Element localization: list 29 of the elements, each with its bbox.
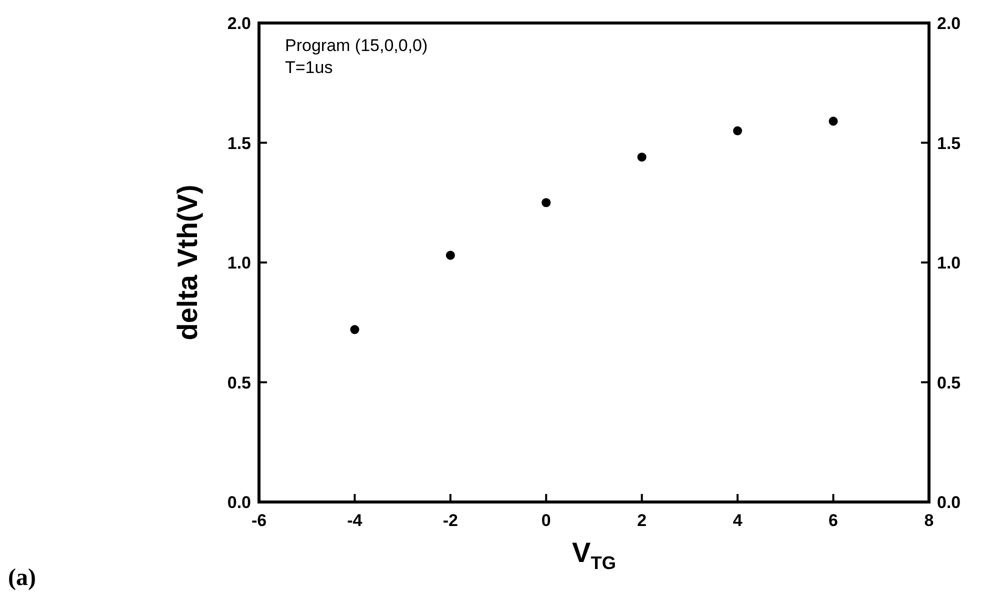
x-axis-title: V$_{TG}$	[572, 537, 616, 574]
point	[350, 325, 360, 334]
y2-tick-label: 1.0	[937, 254, 961, 272]
x-tick-label: -6	[251, 511, 267, 530]
y2-tick-label: 0.5	[937, 373, 961, 392]
y-tick-label: 0.0	[227, 493, 251, 512]
x-tick-label: 4	[732, 511, 743, 530]
y-tick-label: 2.0	[227, 14, 251, 33]
y2-tick-label: 0.0	[937, 493, 961, 512]
y-tick-label: 0.5	[227, 373, 251, 392]
x-tick-label: 2	[637, 511, 647, 530]
y2-tick-label: 2.0	[937, 14, 961, 33]
x-tick-label: 8	[924, 511, 934, 530]
text: (a)	[8, 565, 36, 591]
point	[542, 198, 551, 208]
point	[446, 250, 455, 260]
annotation: Program (15,0,0,0)	[285, 36, 428, 55]
y-tick-label: 1.0	[227, 254, 251, 272]
point	[637, 152, 646, 162]
point	[733, 126, 742, 136]
x-tick-label: -4	[347, 511, 363, 530]
y-axis-title: delta Vth(V)	[172, 184, 203, 340]
x-tick-label: 6	[828, 511, 838, 530]
y2-tick-label: 1.5	[937, 134, 961, 153]
x-tick-label: -2	[442, 511, 458, 530]
annotation: T=1us	[285, 58, 333, 77]
point	[828, 116, 838, 126]
x-tick-label: 0	[541, 511, 551, 530]
y-tick-label: 1.5	[227, 134, 251, 153]
